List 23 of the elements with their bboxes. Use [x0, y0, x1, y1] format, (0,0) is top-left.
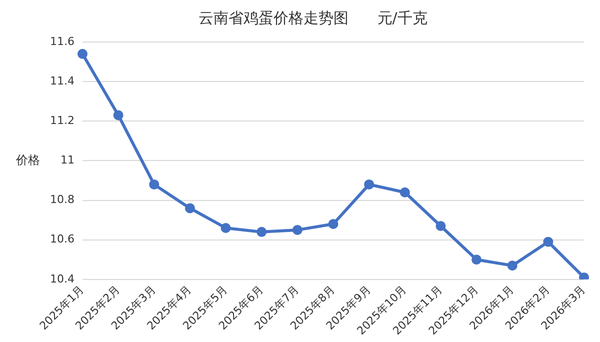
point: [328, 219, 338, 230]
point: [184, 203, 195, 214]
point: [436, 221, 446, 231]
point: [292, 224, 302, 235]
point: [220, 222, 231, 233]
point: [256, 226, 267, 237]
y-tick-label: 10.8: [50, 193, 74, 206]
point: [400, 187, 410, 198]
y-tick-label: 11: [60, 154, 74, 167]
y-tick-label: 10.6: [50, 232, 74, 246]
point: [77, 48, 88, 59]
y-tick-label: 10.4: [50, 272, 74, 286]
y-tick-label: 11.6: [50, 34, 74, 48]
chart-title: 云南省鸡蛋价格走势图 元/千克: [198, 8, 428, 27]
y-axis-title: 价格: [15, 152, 40, 167]
point: [507, 260, 518, 271]
point: [113, 110, 124, 120]
point: [472, 254, 482, 265]
point: [149, 179, 160, 190]
y-tick-label: 11.2: [50, 114, 74, 127]
point: [543, 236, 554, 247]
y-tick-label: 11.4: [50, 74, 74, 88]
point: [364, 179, 374, 190]
